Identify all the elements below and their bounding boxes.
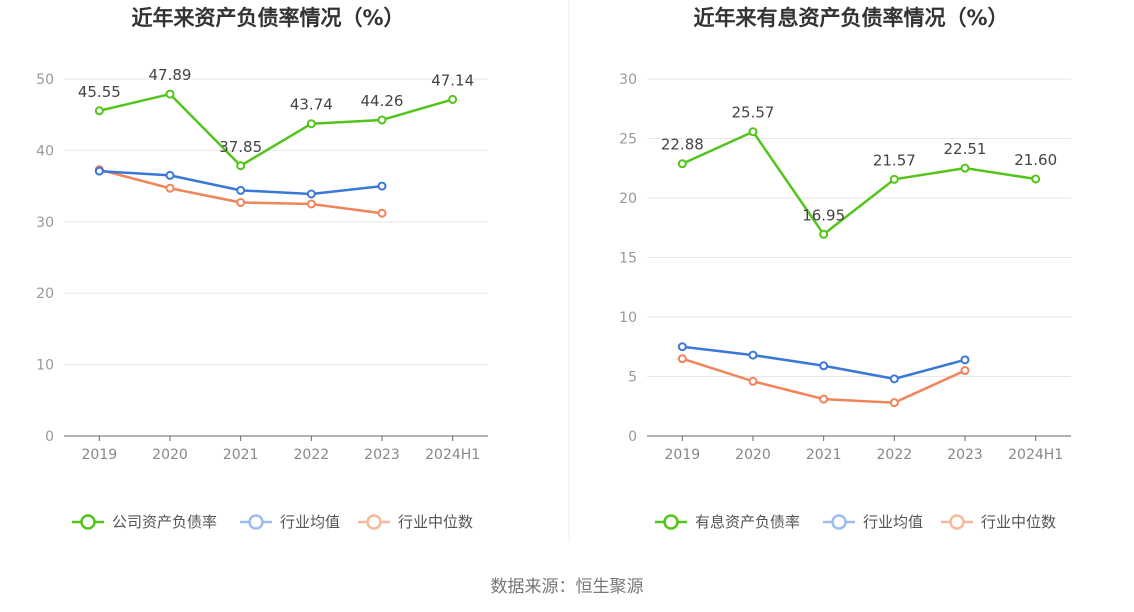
data-point: [960, 355, 970, 365]
legend-marker: [949, 514, 965, 530]
data-point: [748, 376, 758, 386]
y-tick-label: 0: [45, 429, 54, 445]
data-label: 47.89: [149, 66, 192, 84]
legend-marker: [663, 514, 679, 530]
y-tick-label: 25: [619, 132, 637, 148]
data-point: [377, 181, 387, 191]
data-label: 45.55: [78, 83, 121, 101]
y-tick-label: 0: [628, 429, 637, 445]
x-tick-label: 2023: [364, 447, 400, 463]
series-line: [99, 92, 454, 168]
data-point: [94, 166, 104, 176]
x-tick-label: 2021: [223, 447, 259, 463]
data-point: [889, 174, 899, 184]
x-tick-label: 2019: [82, 447, 118, 463]
data-point: [960, 163, 970, 173]
legend-marker: [80, 514, 96, 530]
x-tick-label: 2024H1: [425, 447, 480, 463]
legend-marker: [831, 514, 847, 530]
x-tick-label: 2022: [294, 447, 330, 463]
data-label: 43.74: [290, 96, 333, 114]
data-point: [306, 199, 316, 209]
data-point: [677, 159, 687, 169]
data-source-label: 数据来源：恒生聚源: [491, 577, 644, 597]
data-point: [677, 342, 687, 352]
y-tick-label: 40: [36, 143, 54, 159]
legend-label: 公司资产负债率: [112, 513, 217, 531]
y-tick-label: 10: [619, 310, 637, 326]
y-tick-label: 30: [36, 215, 54, 231]
legend-label: 行业中位数: [398, 513, 473, 531]
x-tick-label: 2021: [806, 447, 842, 463]
data-label: 47.14: [431, 71, 474, 89]
x-tick-label: 2020: [735, 447, 771, 463]
y-tick-label: 15: [619, 251, 637, 267]
legend-label: 行业均值: [863, 513, 923, 531]
data-label: 25.57: [732, 104, 775, 122]
chart-title: 近年来有息资产负债率情况（%）: [693, 6, 1008, 30]
data-point: [819, 229, 829, 239]
data-point: [377, 208, 387, 218]
data-point: [960, 366, 970, 376]
interest-bearing-debt-ratio-chart: 近年来有息资产负债率情况（%） 0 5 10 15 20 25 30 2019 2020 2021…: [619, 6, 1071, 531]
data-point: [236, 161, 246, 171]
data-point: [889, 374, 899, 384]
legend-marker: [248, 514, 264, 530]
data-label: 37.85: [219, 138, 262, 156]
data-point: [748, 350, 758, 360]
data-label: 21.60: [1014, 151, 1057, 169]
data-point: [377, 115, 387, 125]
y-tick-label: 5: [628, 370, 637, 386]
y-tick-label: 10: [36, 358, 54, 374]
data-point: [889, 398, 899, 408]
legend-label: 行业中位数: [981, 513, 1056, 531]
data-point: [165, 89, 175, 99]
x-tick-label: 2020: [152, 447, 188, 463]
y-tick-label: 30: [619, 72, 637, 88]
data-point: [165, 183, 175, 193]
y-tick-label: 20: [36, 286, 54, 302]
x-tick-label: 2019: [665, 447, 701, 463]
legend-marker: [366, 514, 382, 530]
data-point: [748, 127, 758, 137]
data-point: [236, 198, 246, 208]
data-point: [165, 170, 175, 180]
data-point: [94, 106, 104, 116]
chart-title: 近年来资产负债率情况（%）: [131, 6, 404, 30]
x-tick-label: 2024H1: [1008, 447, 1063, 463]
legend-label: 行业均值: [280, 513, 340, 531]
data-label: 22.88: [661, 136, 704, 154]
y-tick-label: 50: [36, 72, 54, 88]
data-point: [448, 94, 458, 104]
data-point: [236, 185, 246, 195]
data-point: [819, 361, 829, 371]
data-label: 16.95: [802, 206, 845, 224]
data-point: [306, 119, 316, 129]
series-line: [681, 130, 1036, 236]
x-tick-label: 2022: [877, 447, 913, 463]
data-point: [819, 394, 829, 404]
data-label: 22.51: [944, 140, 987, 158]
data-point: [1031, 174, 1041, 184]
data-label: 21.57: [873, 151, 916, 169]
data-point: [677, 354, 687, 364]
x-tick-label: 2023: [947, 447, 983, 463]
data-label: 44.26: [361, 92, 404, 110]
legend-label: 有息资产负债率: [695, 513, 800, 531]
y-tick-label: 20: [619, 191, 637, 207]
debt-ratio-chart: 近年来资产负债率情况（%） 0 10 20 30 40 50 2019 2020 2021 202…: [36, 6, 488, 531]
data-point: [306, 189, 316, 199]
